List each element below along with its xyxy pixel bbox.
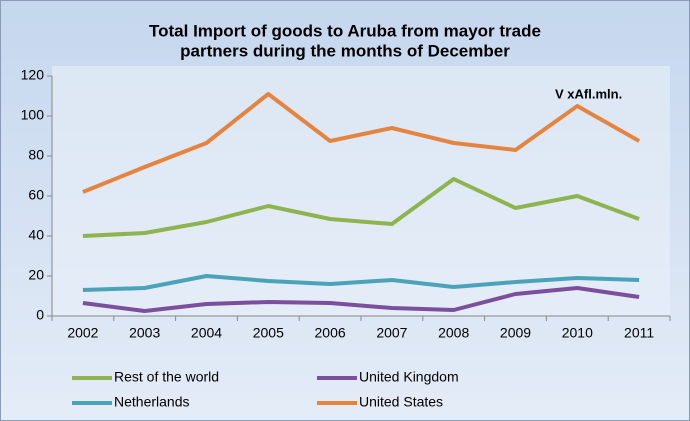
x-tick-label: 2005 bbox=[253, 325, 284, 341]
series-line bbox=[82, 286, 640, 313]
legend-label: United States bbox=[359, 394, 443, 410]
x-tick-label: 2004 bbox=[191, 325, 222, 341]
legend-label: United Kingdom bbox=[359, 369, 459, 385]
x-tick-label: 2006 bbox=[315, 325, 346, 341]
chart-title: partners during the months of December bbox=[180, 41, 510, 60]
annotation: V xAfl.mln. bbox=[555, 86, 622, 101]
plot-area bbox=[52, 66, 670, 316]
y-tick-label: 80 bbox=[28, 147, 44, 163]
chart-title: Total Import of goods to Aruba from mayo… bbox=[149, 21, 541, 40]
x-tick-label: 2011 bbox=[624, 325, 654, 341]
x-tick-label: 2009 bbox=[500, 325, 531, 341]
legend-label: Netherlands bbox=[114, 394, 190, 410]
x-tick-label: 2003 bbox=[129, 325, 160, 341]
x-tick-label: 2002 bbox=[67, 325, 98, 341]
legend-label: Rest of the world bbox=[114, 369, 219, 385]
y-tick-label: 0 bbox=[36, 307, 44, 323]
y-tick-label: 40 bbox=[28, 227, 44, 243]
x-tick-label: 2010 bbox=[562, 325, 593, 341]
y-tick-label: 20 bbox=[28, 267, 44, 283]
y-tick-label: 60 bbox=[28, 187, 44, 203]
x-tick-label: 2008 bbox=[438, 325, 469, 341]
series-line bbox=[82, 92, 641, 194]
series-line bbox=[82, 274, 640, 292]
series-line bbox=[82, 177, 640, 238]
y-tick-label: 100 bbox=[21, 107, 45, 123]
x-tick-label: 2007 bbox=[376, 325, 407, 341]
y-tick-label: 120 bbox=[21, 67, 45, 83]
